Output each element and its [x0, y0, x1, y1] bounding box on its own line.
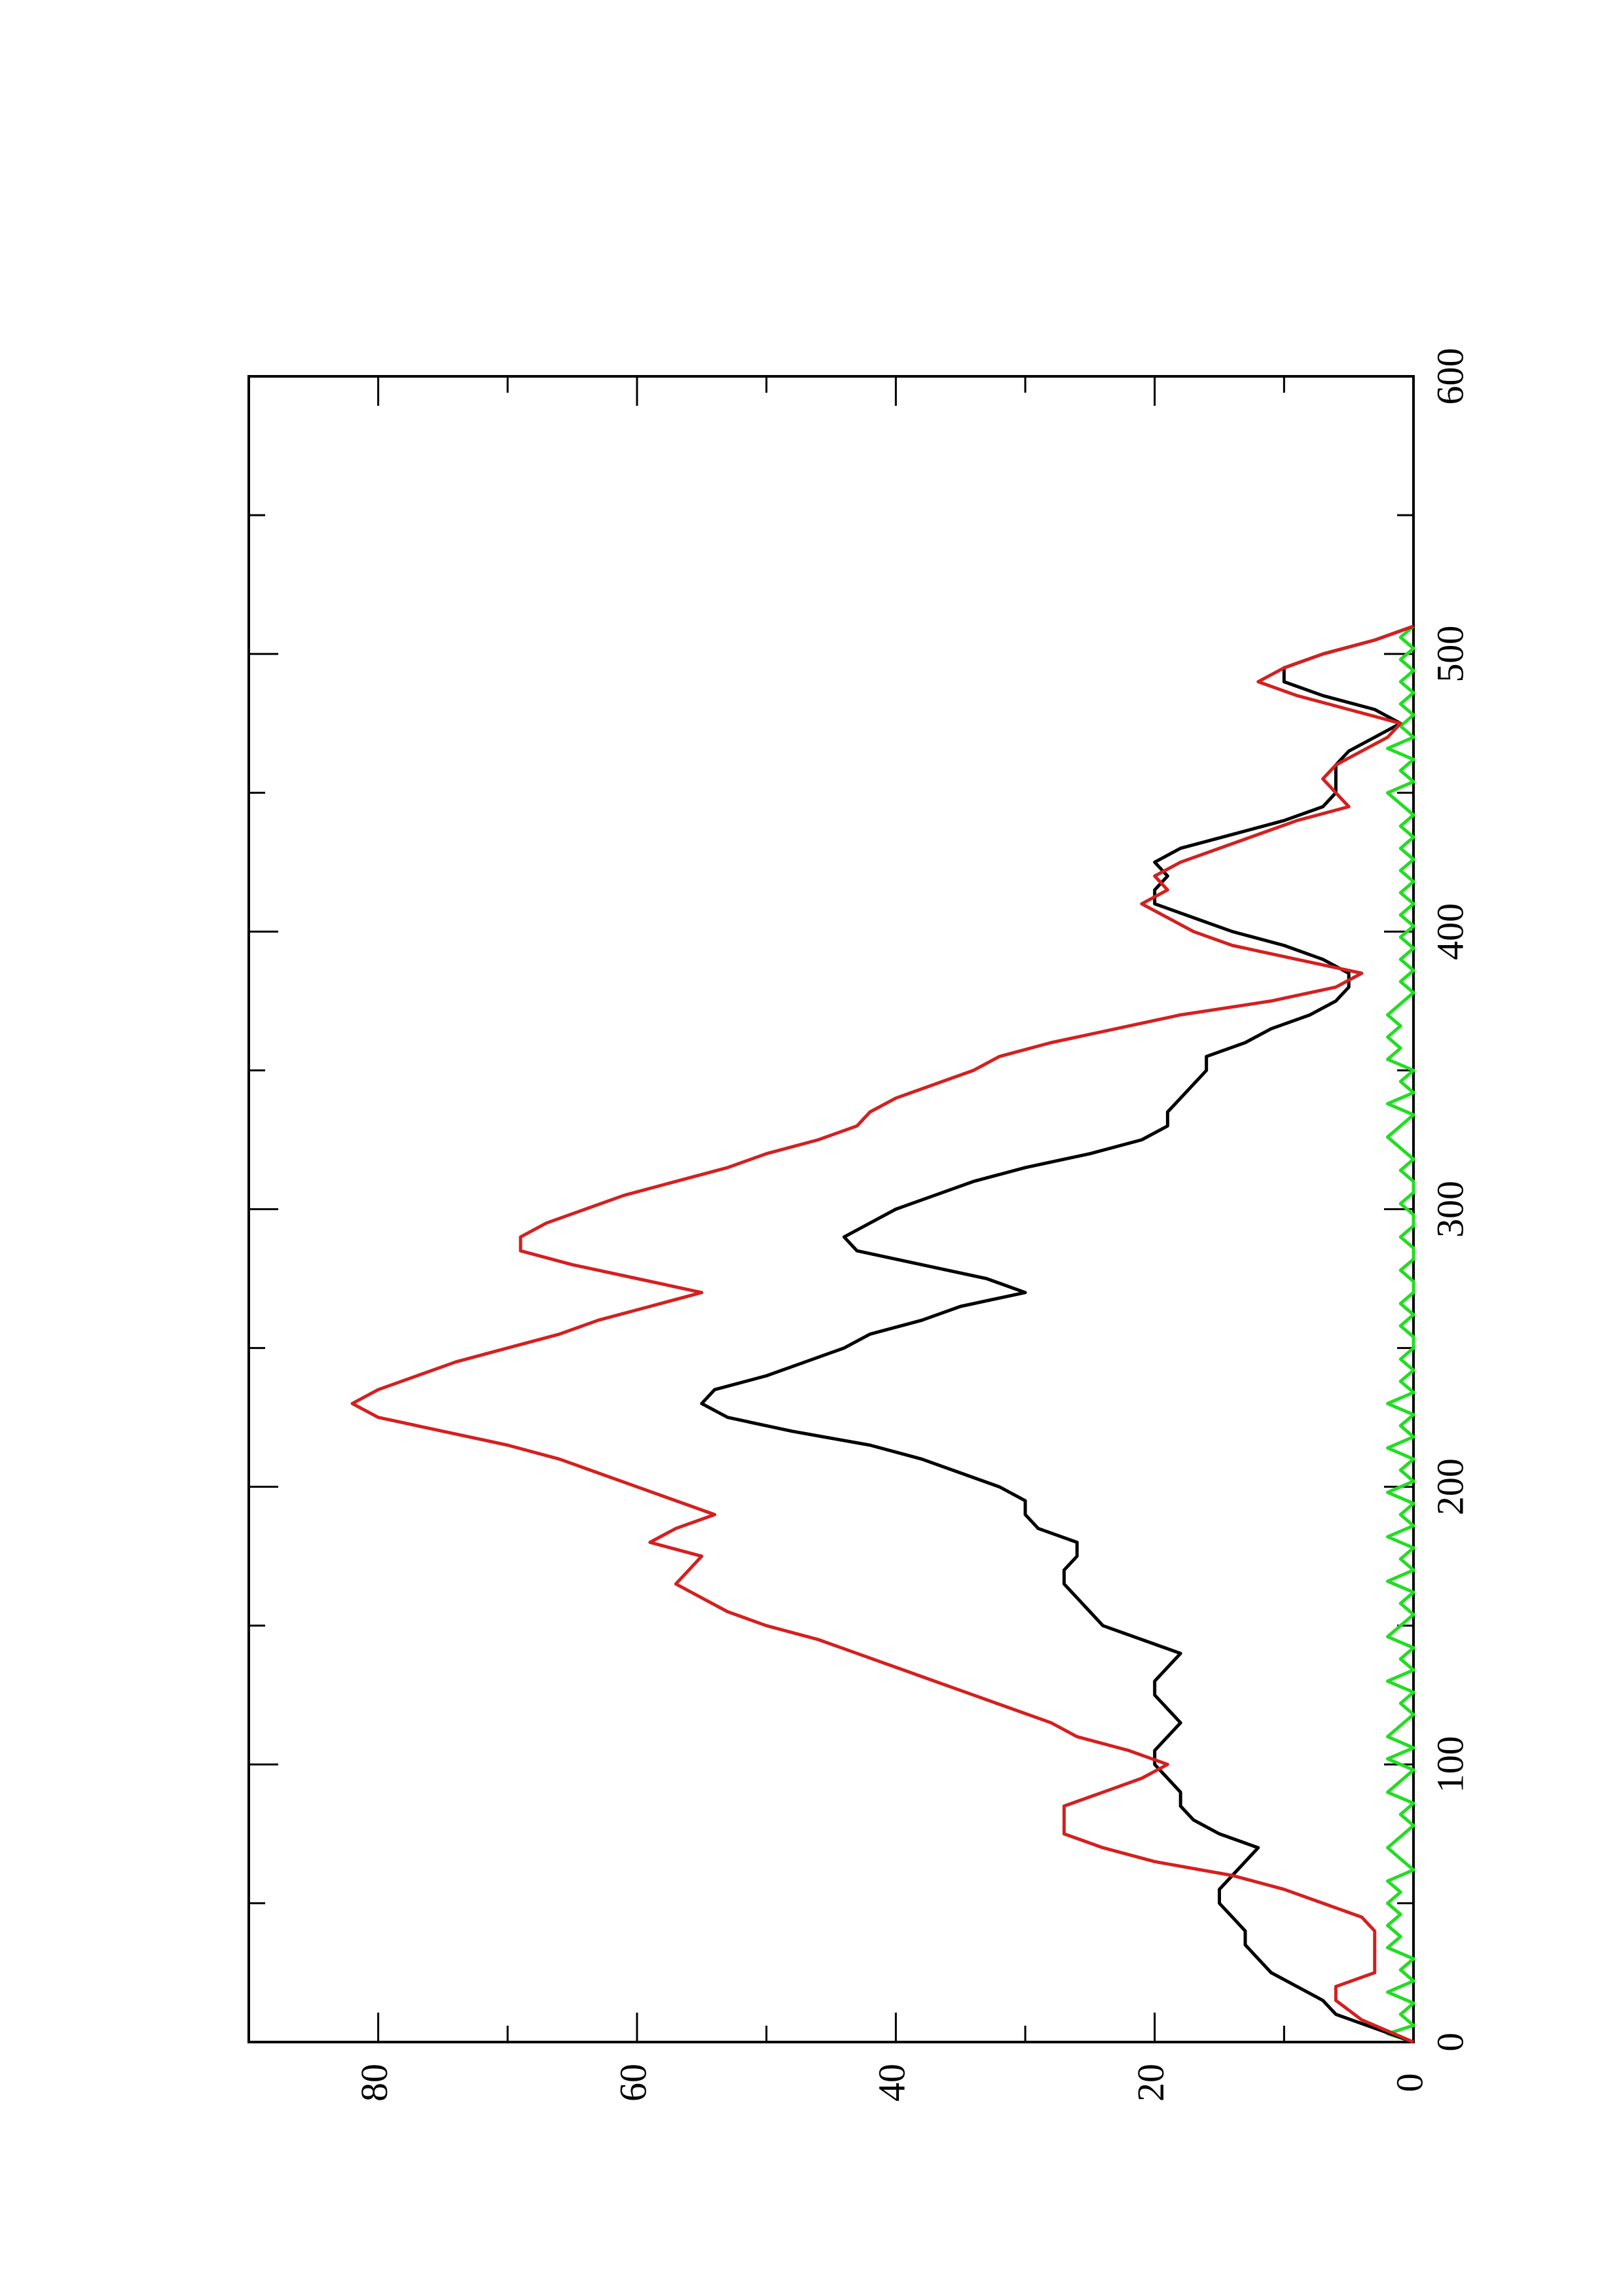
- axis-ticks: [249, 375, 1415, 2043]
- x-tick-label: 600: [1429, 348, 1471, 405]
- series-group: [350, 624, 1415, 2044]
- x-tick-label: 400: [1429, 903, 1471, 960]
- y-tick-label: 0: [1388, 2073, 1431, 2092]
- series-line-0: [700, 624, 1414, 2044]
- x-tick-label: 0: [1429, 2033, 1471, 2052]
- x-tick-label: 500: [1429, 626, 1471, 683]
- plot-frame: [247, 375, 1415, 2043]
- y-tick-label: 60: [611, 2064, 654, 2102]
- x-tick-label: 300: [1429, 1181, 1471, 1238]
- tick-labels: 0 100 200 300 400 500 600 0 20 40 60 80: [353, 348, 1471, 2102]
- x-tick-label: 200: [1429, 1458, 1471, 1515]
- series-line-1: [350, 624, 1414, 2044]
- y-tick-label: 80: [353, 2064, 395, 2102]
- x-tick-label: 100: [1429, 1736, 1471, 1793]
- y-tick-label: 20: [1129, 2064, 1172, 2102]
- y-tick-label: 40: [871, 2064, 913, 2102]
- series-line-2: [1386, 624, 1415, 2044]
